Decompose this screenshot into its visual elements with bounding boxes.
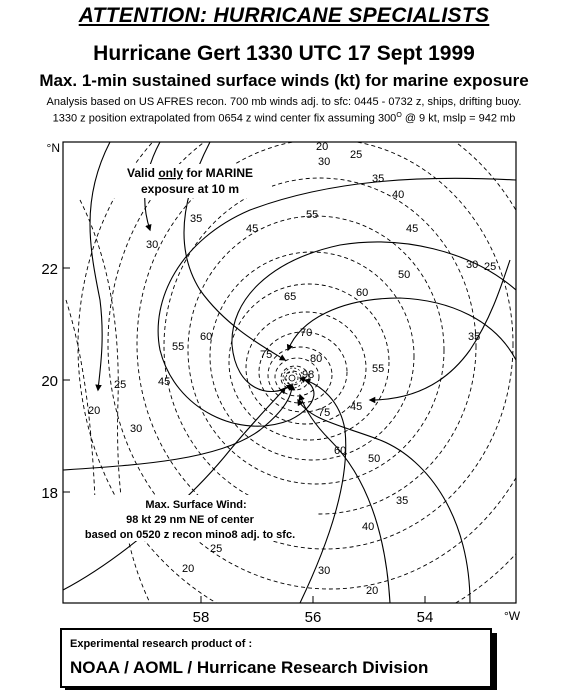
lon-tick-58: 58 bbox=[193, 609, 210, 626]
lon-tick-56: 56 bbox=[305, 609, 322, 626]
isotach-label: 60 bbox=[200, 331, 212, 343]
svg-text:exposure at 10 m: exposure at 10 m bbox=[141, 182, 239, 196]
svg-text:Valid only for MARINE: Valid only for MARINE bbox=[127, 166, 253, 180]
isotach-label: 40 bbox=[362, 521, 374, 533]
isotach-label: 20 bbox=[88, 405, 100, 417]
svg-text:Max. Surface Wind:: Max. Surface Wind: bbox=[145, 499, 246, 511]
isotach-label: 60 bbox=[334, 445, 346, 457]
isotach-label: 30 bbox=[318, 565, 330, 577]
longitude-axis: 58 56 54 °W bbox=[193, 596, 521, 626]
isotach-label: 40 bbox=[392, 189, 404, 201]
isotach-label: 35 bbox=[190, 213, 202, 225]
isotach-label: 45 bbox=[246, 223, 258, 235]
position-note: 1330 z position extrapolated from 0654 z… bbox=[52, 112, 516, 125]
chart-subtitle: Max. 1-min sustained surface winds (kt) … bbox=[39, 71, 529, 90]
isotach-label: 50 bbox=[368, 453, 380, 465]
isotach-label: 30 bbox=[466, 259, 478, 271]
isotach-label: 75 bbox=[318, 407, 330, 419]
lon-tick-54: 54 bbox=[417, 609, 434, 626]
lat-unit: °N bbox=[47, 141, 60, 155]
lat-tick-18: 18 bbox=[41, 485, 58, 502]
isotach-label: 35 bbox=[468, 331, 480, 343]
isotach-label: 55 bbox=[306, 209, 318, 221]
isotach-label: 65 bbox=[284, 291, 296, 303]
isotach-label: 60 bbox=[356, 287, 368, 299]
isotach-label: 25 bbox=[210, 543, 222, 555]
isotach-label: 98 bbox=[302, 369, 314, 381]
analysis-note: Analysis based on US AFRES recon. 700 mb… bbox=[46, 96, 522, 108]
lat-tick-22: 22 bbox=[41, 261, 58, 278]
lat-tick-20: 20 bbox=[41, 373, 58, 390]
attention-banner: ATTENTION: HURRICANE SPECIALISTS bbox=[78, 4, 490, 27]
isotach-label: 80 bbox=[310, 353, 322, 365]
isotach-label: 20 bbox=[316, 141, 328, 153]
isotach-label: 35 bbox=[372, 173, 384, 185]
isotach-labels: 20 30 25 35 40 45 45 55 50 60 65 70 75 8… bbox=[88, 141, 496, 597]
isotach-label: 20 bbox=[182, 563, 194, 575]
isotach-label: 35 bbox=[396, 495, 408, 507]
credit-line-1: Experimental research product of : bbox=[70, 638, 253, 650]
isotach-label: 30 bbox=[318, 156, 330, 168]
valid-note: Valid only for MARINE exposure at 10 m bbox=[112, 164, 272, 198]
isotach-contours bbox=[65, 142, 516, 603]
isotach-label: 25 bbox=[114, 379, 126, 391]
chart-title: Hurricane Gert 1330 UTC 17 Sept 1999 bbox=[93, 42, 475, 65]
isotach-label: 45 bbox=[158, 376, 170, 388]
isotach-label: 30 bbox=[146, 239, 158, 251]
lon-unit: °W bbox=[504, 609, 521, 623]
isotach-label: 30 bbox=[130, 423, 142, 435]
isotach-label: 55 bbox=[172, 341, 184, 353]
max-wind-note: Max. Surface Wind: 98 kt 29 nm NE of cen… bbox=[76, 495, 316, 541]
isotach-label: 75 bbox=[260, 349, 272, 361]
streamlines bbox=[63, 142, 516, 603]
isotach-label: 25 bbox=[350, 149, 362, 161]
isotach-label: 45 bbox=[406, 223, 418, 235]
isotach-label: 45 bbox=[350, 401, 362, 413]
isotach-label: 50 bbox=[398, 269, 410, 281]
credit-box: Experimental research product of : NOAA … bbox=[60, 628, 492, 688]
svg-text:98 kt 29 nm NE of center: 98 kt 29 nm NE of center bbox=[126, 514, 254, 526]
isotach-label: 20 bbox=[366, 585, 378, 597]
svg-text:based on 0520 z recon mino8 ad: based on 0520 z recon mino8 adj. to sfc. bbox=[85, 529, 295, 541]
latitude-axis: 22 20 18 °N bbox=[41, 141, 70, 502]
isotach-label: 55 bbox=[372, 363, 384, 375]
isotach-label: 25 bbox=[484, 261, 496, 273]
credit-line-2: NOAA / AOML / Hurricane Research Divisio… bbox=[70, 658, 429, 677]
storm-center bbox=[282, 367, 304, 389]
isotach-label: 70 bbox=[300, 327, 312, 339]
map-frame bbox=[62, 141, 517, 604]
